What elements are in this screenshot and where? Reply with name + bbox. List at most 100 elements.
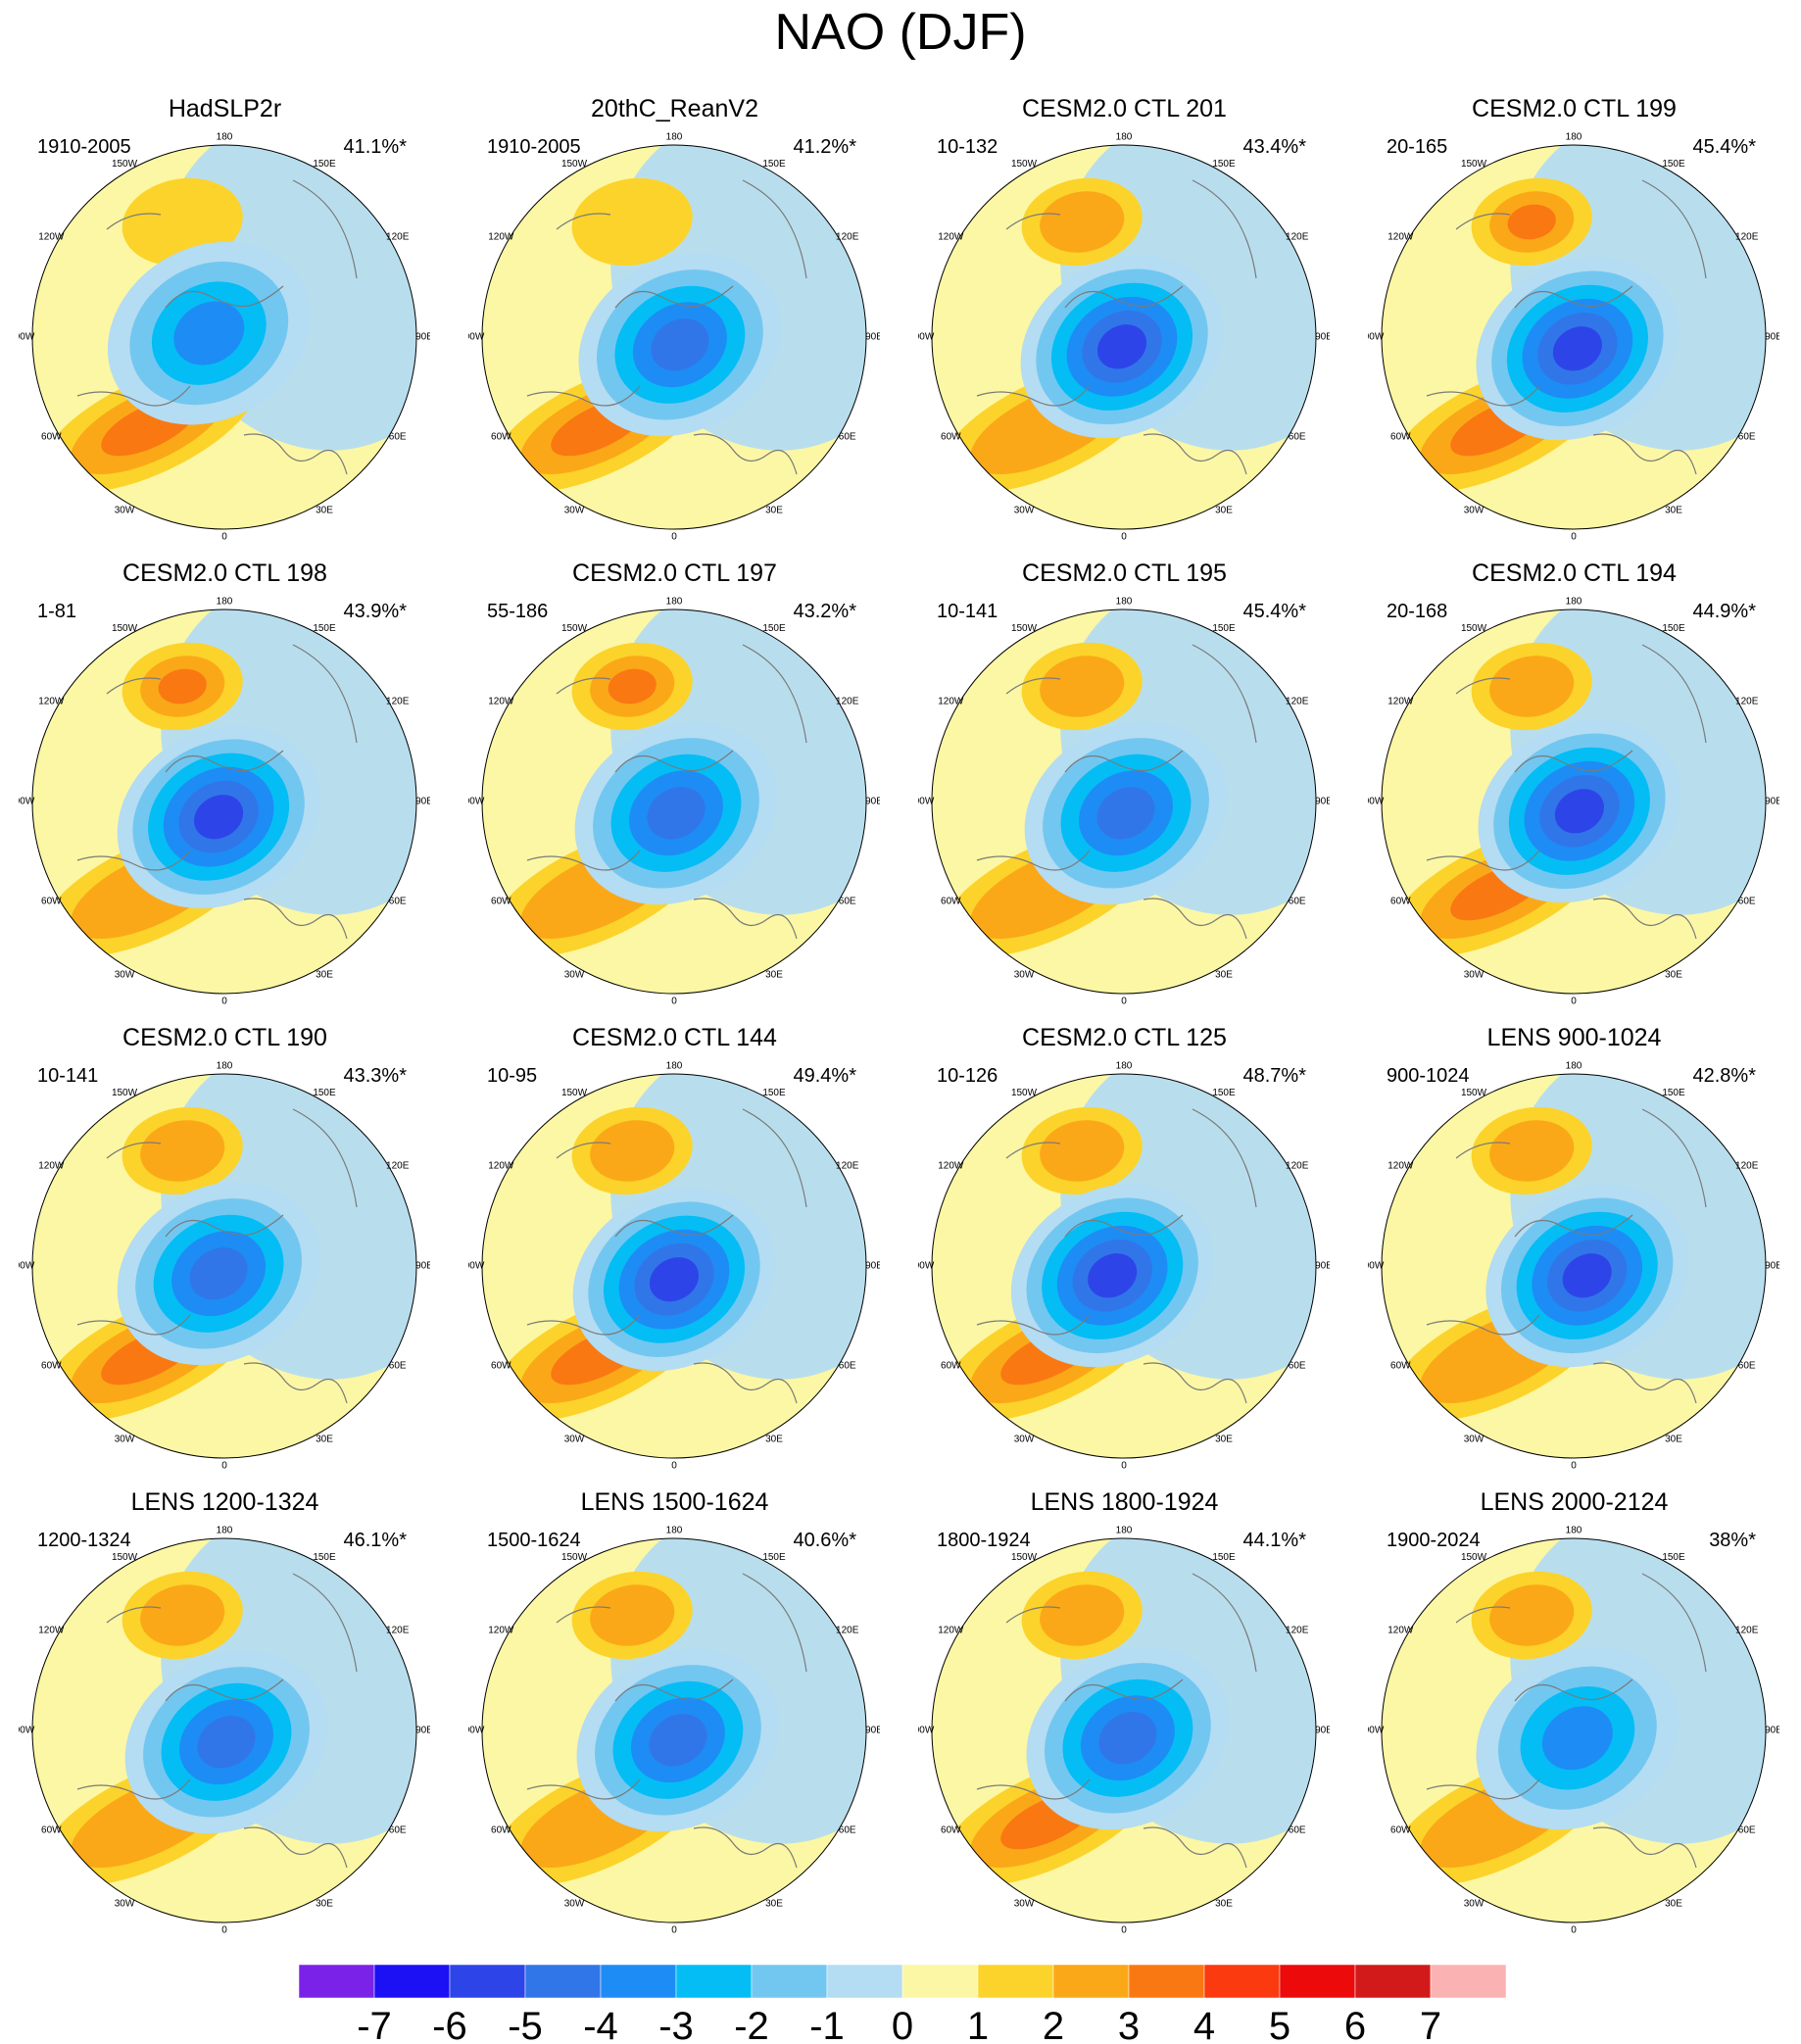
longitude-tick-label: 30E [1665,1434,1682,1444]
colorbar-swatch [524,1965,602,1999]
panel-variance-explained: 40.6%* [793,1530,857,1551]
longitude-tick-label: 120W [38,1626,65,1636]
colorbar-swatch [449,1965,526,1999]
longitude-tick-label: 120W [488,1161,514,1172]
map-boundary [931,1537,1317,1923]
longitude-tick-label: 0 [1121,997,1127,1007]
panel-title: CESM2.0 CTL 195 [1022,560,1227,587]
longitude-tick-label: 180 [666,132,683,143]
longitude-tick-label: 150W [1461,159,1487,170]
longitude-tick-label: 120W [488,1626,514,1636]
colorbar-label: -4 [583,2005,618,2044]
longitude-tick-label: 30E [1215,1898,1233,1909]
longitude-tick-label: 30E [765,1434,783,1444]
panel-period: 10-141 [937,601,998,622]
colorbar-swatch [1279,1965,1356,1999]
panel-title: CESM2.0 CTL 125 [1022,1024,1227,1051]
longitude-tick-label: 120E [386,1626,410,1636]
colorbar: -7 -6 -5 -4 -3 -2 -1 0 1 2 3 4 5 6 7 [299,1965,1506,2044]
longitude-tick-label: 30E [316,1434,333,1444]
panel-title: CESM2.0 CTL 194 [1472,560,1677,587]
map-boundary [1381,608,1767,995]
longitude-tick-label: 60W [1390,1361,1411,1372]
panel-period: 1910-2005 [487,136,581,158]
panel-variance-explained: 43.2%* [793,601,857,622]
longitude-tick-label: 150W [1011,1552,1038,1563]
coastline [976,1573,1257,1869]
longitude-tick-label: 60E [839,1825,856,1836]
longitude-tick-label: 30W [1014,505,1035,515]
longitude-tick-label: 120E [1286,1161,1309,1172]
longitude-tick-label: 150W [1461,1552,1487,1563]
longitude-tick-label: 90W [1368,797,1385,807]
map-boundary [931,1073,1317,1459]
coastline [976,644,1257,940]
longitude-tick-label: 150W [1011,159,1038,170]
map-panel: LENS 900-1024 900-1024 42.8%* 180 150W 150E 12… [1349,929,1799,1472]
map-boundary [931,144,1317,530]
polar-map: 180 150W 150E 120W 120E 90W 90E 60W 60E 30W 30E 0 [918,597,1330,1007]
contour-field [932,1074,1316,1458]
longitude-tick-label: 60W [941,432,961,443]
longitude-tick-label: 30W [1014,1434,1035,1444]
longitude-tick-label: 120W [938,1626,964,1636]
longitude-tick-label: 150E [313,1088,336,1098]
longitude-tick-label: 150E [1662,1088,1685,1098]
longitude-tick-label: 60W [41,1361,62,1372]
longitude-tick-label: 60W [941,1825,961,1836]
longitude-tick-label: 30W [1464,1898,1485,1909]
longitude-tick-label: 150W [1011,623,1038,634]
panel-title: CESM2.0 CTL 197 [572,560,777,587]
longitude-tick-label: 30W [1464,969,1485,980]
contour-field [32,609,416,994]
longitude-tick-label: 30W [564,969,585,980]
longitude-tick-label: 0 [221,1461,227,1472]
panel-variance-explained: 44.9%* [1692,601,1757,622]
longitude-tick-label: 60E [1738,432,1756,443]
colorbar-swatch [1203,1965,1281,1999]
longitude-tick-label: 150E [1662,1552,1685,1563]
map-boundary [481,1537,867,1923]
longitude-tick-label: 30W [115,969,135,980]
panel-variance-explained: 43.9%* [343,601,408,622]
colorbar-label: 4 [1193,2005,1215,2044]
polar-map: 180 150W 150E 120W 120E 90W 90E 60W 60E 30W 30E 0 [1368,1061,1779,1472]
colorbar-swatch [1128,1965,1205,1999]
longitude-tick-label: 150E [1212,623,1236,634]
map-boundary [481,1073,867,1459]
longitude-tick-label: 180 [666,1061,683,1072]
contour-field [32,1538,416,1922]
panel-title: LENS 2000-2124 [1480,1488,1669,1516]
longitude-tick-label: 120W [938,697,964,707]
colorbar-swatch [1354,1965,1432,1999]
longitude-tick-label: 90W [19,797,35,807]
panel-title: LENS 1500-1624 [580,1488,769,1516]
longitude-tick-label: 180 [217,1061,233,1072]
panel-period: 20-168 [1387,601,1448,622]
longitude-tick-label: 120W [488,697,514,707]
colorbar-swatch [600,1965,677,1999]
map-panel: CESM2.0 CTL 198 1-81 43.9%* 180 150W 150E 120W… [0,464,450,1007]
longitude-tick-label: 90W [468,797,485,807]
panel-title: CESM2.0 CTL 144 [572,1024,777,1051]
panel-period: 10-132 [937,136,998,158]
map-panel: HadSLP2r 1910-2005 41.1%* 180 150W 150E 120W 12… [0,0,450,543]
longitude-tick-label: 0 [1571,997,1577,1007]
panel-variance-explained: 45.4%* [1692,136,1757,158]
longitude-tick-label: 60W [941,897,961,907]
longitude-tick-label: 120W [1387,1161,1414,1172]
longitude-tick-label: 60W [491,1361,511,1372]
longitude-tick-label: 30E [1665,969,1682,980]
panel-variance-explained: 44.1%* [1242,1530,1307,1551]
longitude-tick-label: 90W [19,1261,35,1272]
coastline [1426,1573,1707,1869]
panel-title: HadSLP2r [168,95,282,122]
longitude-tick-label: 90E [415,1261,430,1272]
colorbar-label: 7 [1420,2005,1441,2044]
panel-variance-explained: 43.3%* [343,1065,408,1087]
colorbar-label: 3 [1118,2005,1140,2044]
longitude-tick-label: 90E [865,1726,880,1736]
colorbar-swatch [977,1965,1054,1999]
longitude-tick-label: 60W [491,432,511,443]
longitude-tick-label: 30W [1464,505,1485,515]
